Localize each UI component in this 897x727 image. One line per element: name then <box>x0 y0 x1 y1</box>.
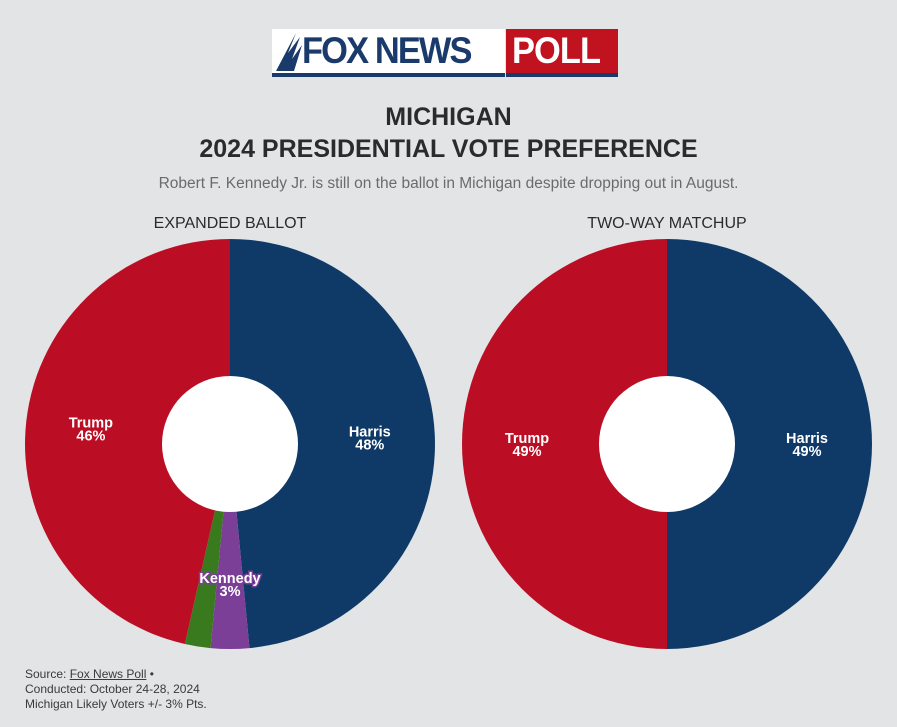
logo-fox-news-text: FOX NEWS <box>302 30 473 71</box>
two-way-matchup-title: TWO-WAY MATCHUP <box>587 215 747 232</box>
slice-harris <box>230 239 435 649</box>
logo-poll-text: POLL <box>512 30 601 71</box>
logo-poll: POLL <box>506 29 618 77</box>
expanded-ballot-donut: Harris 48% Kennedy 3% Trump 46% <box>25 239 435 649</box>
expanded-ballot-title: EXPANDED BALLOT <box>153 215 307 232</box>
footer-source: Source: Fox News Poll • <box>25 667 207 682</box>
fox-spark-icon <box>276 33 302 71</box>
page-title-line2: 2024 PRESIDENTIAL VOTE PREFERENCE <box>199 135 698 163</box>
slice-label-harris: Harris 48% <box>349 424 391 453</box>
slice-trump <box>462 239 667 649</box>
footer-source-prefix: Source: <box>25 667 70 681</box>
slice-label-kennedy: Kennedy 3% <box>199 571 260 600</box>
footer-conducted: Conducted: October 24-28, 2024 <box>25 682 200 696</box>
donut-hole <box>162 376 298 512</box>
page-subtitle: Robert F. Kennedy Jr. is still on the ba… <box>158 175 739 192</box>
slice-label-trump: Trump 49% <box>505 431 549 460</box>
slice-label-trump: Trump 46% <box>69 416 113 445</box>
footer: Source: Fox News Poll • Conducted: Octob… <box>25 667 207 712</box>
page-title-line1: MICHIGAN <box>385 103 512 131</box>
two-way-matchup-donut: Harris 49% Trump 49% <box>462 239 872 649</box>
slice-label-harris: Harris 49% <box>786 431 828 460</box>
source-link[interactable]: Fox News Poll <box>69 667 147 681</box>
slice-trump <box>25 239 231 644</box>
fox-news-poll-logo: FOX NEWS POLL <box>272 29 618 77</box>
slice-harris <box>667 239 872 649</box>
footer-margin: Michigan Likely Voters +/- 3% Pts. <box>25 697 207 711</box>
slice-kennedy <box>210 444 250 649</box>
donut-hole <box>599 376 735 512</box>
logo-fox-news: FOX NEWS <box>272 29 505 77</box>
footer-source-suffix: • <box>146 667 154 681</box>
